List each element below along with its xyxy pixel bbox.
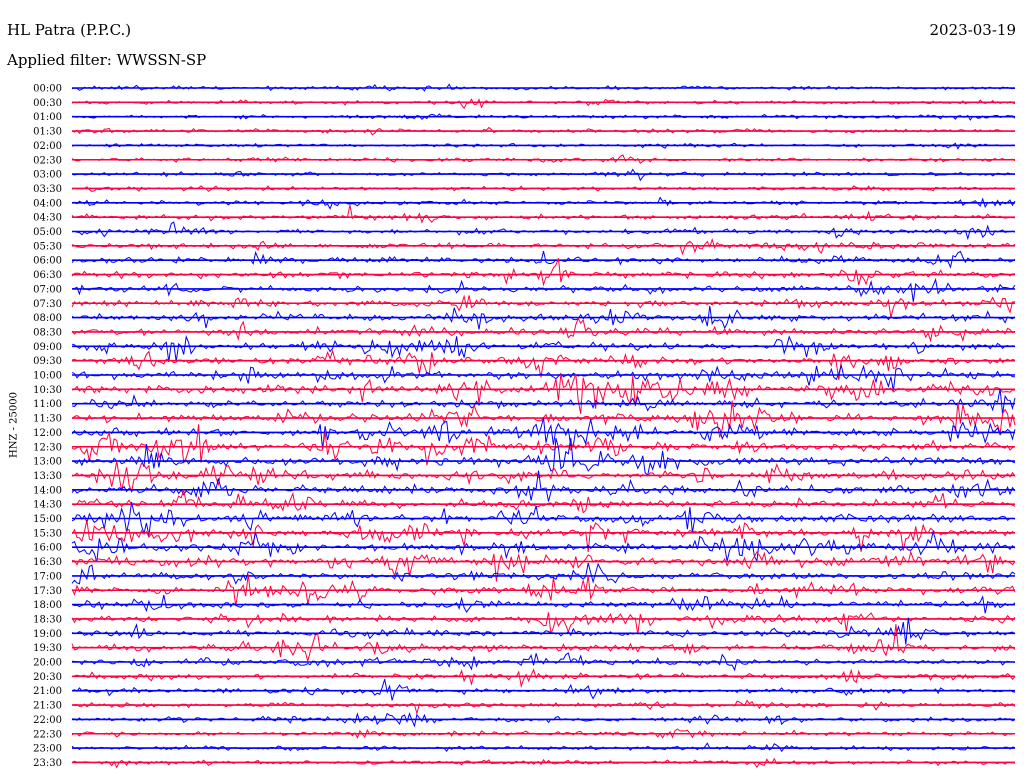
row-time-label: 14:30 xyxy=(33,500,62,511)
row-time-label: 08:00 xyxy=(33,313,62,324)
row-time-label: 06:00 xyxy=(33,256,62,267)
row-time-label: 05:00 xyxy=(33,227,62,238)
seismic-trace-row xyxy=(71,373,1016,414)
seismic-trace-row xyxy=(71,460,1016,494)
row-time-label: 16:30 xyxy=(33,557,62,568)
row-time-label: 05:30 xyxy=(33,241,62,252)
row-time-label: 07:00 xyxy=(33,284,62,295)
seismic-trace-row xyxy=(71,624,1016,663)
row-time-label: 20:00 xyxy=(33,658,62,669)
row-time-label: 02:30 xyxy=(33,155,62,166)
seismic-trace-row xyxy=(71,562,1016,585)
row-time-label: 00:00 xyxy=(33,84,62,95)
row-time-label: 21:30 xyxy=(33,701,62,712)
row-time-label: 19:00 xyxy=(33,629,62,640)
row-time-label: 23:00 xyxy=(33,744,62,755)
seismic-trace-row xyxy=(71,612,1016,635)
seismic-trace-row xyxy=(71,617,1016,645)
row-time-label: 16:00 xyxy=(33,543,62,554)
plot-date: 2023-03-19 xyxy=(929,21,1016,39)
row-time-label: 18:30 xyxy=(33,614,62,625)
row-time-label: 12:30 xyxy=(33,442,62,453)
row-time-label: 23:30 xyxy=(33,758,62,769)
seismic-trace-row xyxy=(71,363,1015,391)
seismic-trace-row xyxy=(71,679,1016,701)
seismic-trace-row xyxy=(71,417,1016,450)
row-time-label: 03:00 xyxy=(33,170,62,181)
row-time-label: 00:30 xyxy=(33,98,62,109)
seismic-trace-row xyxy=(71,258,1016,287)
seismic-trace-row xyxy=(71,250,1016,269)
row-time-label: 09:30 xyxy=(33,356,62,367)
row-time-label: 02:00 xyxy=(33,141,62,152)
row-time-label: 12:00 xyxy=(33,428,62,439)
row-time-label: 07:30 xyxy=(33,299,62,310)
seismic-trace-row xyxy=(71,221,1016,241)
row-time-label: 20:30 xyxy=(33,672,62,683)
row-time-label: 17:00 xyxy=(33,571,62,582)
row-time-label: 10:00 xyxy=(33,371,62,382)
row-time-label: 11:00 xyxy=(33,399,62,410)
seismic-trace-row xyxy=(71,470,1016,502)
row-time-label: 15:30 xyxy=(33,528,62,539)
seismic-trace-row xyxy=(71,437,1016,477)
row-time-label: 09:00 xyxy=(33,342,62,353)
row-time-label: 15:00 xyxy=(33,514,62,525)
row-time-label: 10:30 xyxy=(33,385,62,396)
seismic-trace-row xyxy=(71,334,1016,363)
row-time-label: 22:30 xyxy=(33,729,62,740)
seismic-trace-row xyxy=(71,699,1016,716)
row-time-label: 19:30 xyxy=(33,643,62,654)
seismic-trace-row xyxy=(71,742,1016,753)
row-time-label: 22:00 xyxy=(33,715,62,726)
seismic-trace-row xyxy=(71,489,1016,514)
row-time-label: 08:30 xyxy=(33,327,62,338)
seismic-trace-row xyxy=(71,529,1016,563)
row-time-label: 01:30 xyxy=(33,127,62,138)
row-time-label: 13:30 xyxy=(33,471,62,482)
row-time-label: 17:30 xyxy=(33,586,62,597)
seismic-trace-row xyxy=(71,98,1016,110)
row-time-label: 11:30 xyxy=(33,414,62,425)
seismic-trace-row xyxy=(71,668,1016,689)
row-time-label: 21:00 xyxy=(33,686,62,697)
row-time-label: 01:00 xyxy=(33,112,62,123)
seismic-trace-row xyxy=(71,424,1016,466)
row-time-label: 03:30 xyxy=(33,184,62,195)
row-time-label: 06:30 xyxy=(33,270,62,281)
seismic-trace-row xyxy=(71,317,1016,343)
row-time-label: 04:30 xyxy=(33,213,62,224)
seismic-trace-row xyxy=(71,294,1016,318)
row-time-label: 18:00 xyxy=(33,600,62,611)
filter-label: Applied filter: WWSSN-SP xyxy=(7,51,207,69)
row-time-label: 04:00 xyxy=(33,198,62,209)
station-title: HL Patra (P.P.C.) xyxy=(7,21,132,39)
row-time-label: 13:00 xyxy=(33,457,62,468)
seismic-trace-row xyxy=(71,574,1016,607)
row-time-label: 14:00 xyxy=(33,485,62,496)
seismic-trace-row xyxy=(71,205,1016,224)
